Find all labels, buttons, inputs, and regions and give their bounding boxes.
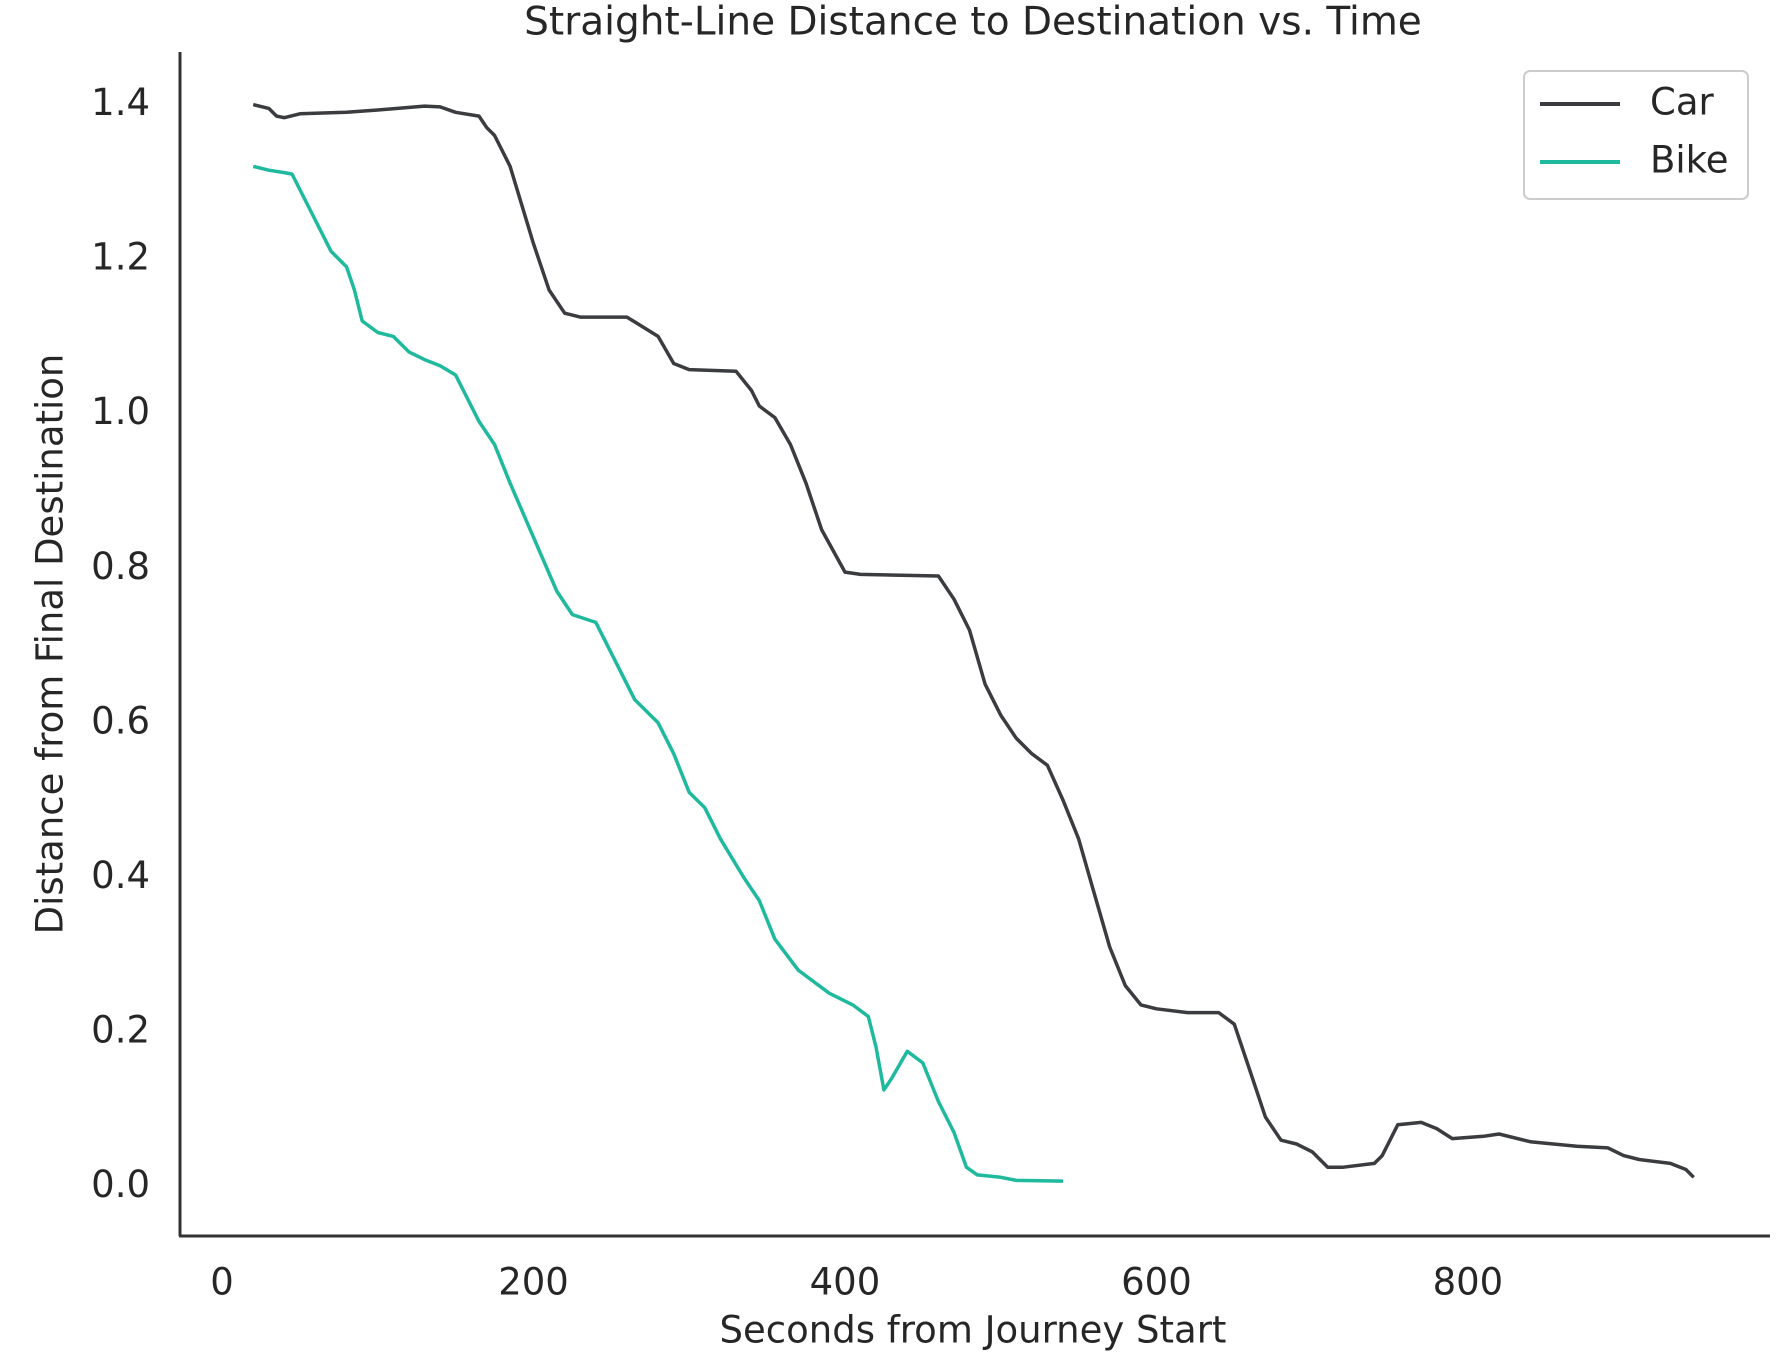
legend-label: Car xyxy=(1650,81,1715,124)
x-tick-label: 800 xyxy=(1433,1261,1504,1304)
y-tick-label: 0.6 xyxy=(91,699,150,742)
chart-title: Straight-Line Distance to Destination vs… xyxy=(524,0,1422,45)
x-tick-label: 0 xyxy=(210,1261,234,1304)
y-tick-label: 1.4 xyxy=(91,81,150,124)
data-line xyxy=(252,164,1064,1183)
x-tick-label: 400 xyxy=(810,1261,881,1304)
y-tick-label: 0.0 xyxy=(91,1163,150,1206)
y-tick-label: 0.4 xyxy=(91,854,150,897)
legend-label: Bike xyxy=(1650,139,1729,182)
x-tick-label: 600 xyxy=(1121,1261,1192,1304)
y-tick-label: 1.0 xyxy=(91,390,150,433)
x-tick-label: 200 xyxy=(498,1261,569,1304)
y-tick-label: 0.2 xyxy=(91,1008,150,1051)
data-line xyxy=(252,102,1695,1179)
y-axis-label: Distance from Final Destination xyxy=(29,354,72,935)
y-tick-label: 0.8 xyxy=(91,545,150,588)
x-axis-label: Seconds from Journey Start xyxy=(720,1309,1227,1352)
y-tick-label: 1.2 xyxy=(91,236,150,279)
